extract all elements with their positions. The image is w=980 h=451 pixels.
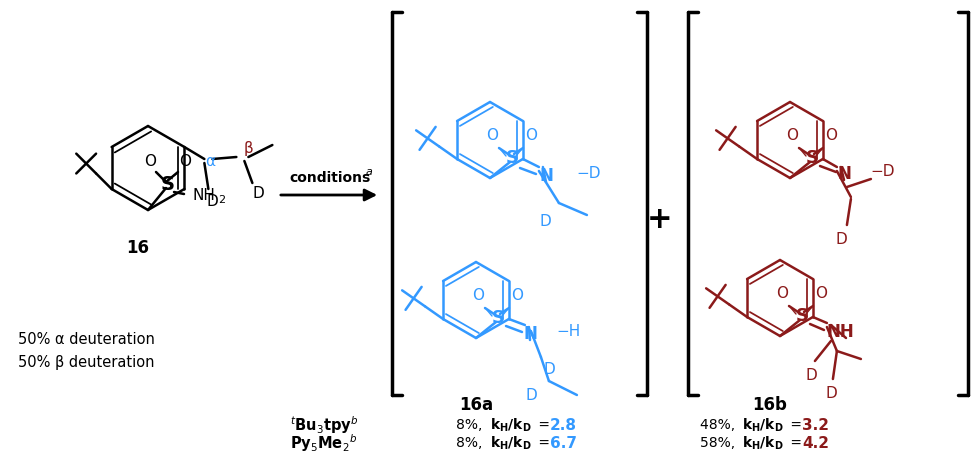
Text: 16: 16 (126, 239, 150, 257)
Text: O: O (144, 155, 156, 170)
Text: NH: NH (826, 323, 854, 341)
Text: 6.7: 6.7 (550, 436, 577, 451)
Text: D: D (207, 193, 219, 208)
Text: O: O (472, 289, 484, 304)
Text: S: S (492, 309, 505, 327)
Text: 58%,: 58%, (700, 436, 744, 450)
Text: conditions: conditions (289, 171, 370, 185)
Text: S: S (506, 149, 518, 167)
Text: 2: 2 (219, 195, 225, 205)
Text: O: O (815, 286, 827, 302)
Text: α: α (206, 153, 216, 169)
Text: =: = (534, 436, 555, 450)
Text: S: S (796, 307, 808, 325)
Text: $\mathbf{k_H/k_D}$: $\mathbf{k_H/k_D}$ (742, 434, 784, 451)
Text: O: O (825, 129, 837, 143)
Text: 16a: 16a (459, 396, 493, 414)
Text: 8%,: 8%, (456, 436, 491, 450)
Text: D: D (525, 387, 537, 402)
Text: −D: −D (576, 166, 601, 181)
Text: =: = (534, 418, 555, 432)
Text: −D: −D (870, 165, 895, 179)
Text: β: β (243, 142, 253, 156)
Text: S: S (161, 175, 175, 193)
Text: $\mathbf{k_H/k_D}$: $\mathbf{k_H/k_D}$ (490, 416, 532, 434)
Text: =: = (786, 418, 807, 432)
Text: $\mathbf{k_H/k_D}$: $\mathbf{k_H/k_D}$ (490, 434, 532, 451)
Text: S: S (806, 149, 818, 167)
Text: O: O (511, 289, 523, 304)
Text: 50% α deuteration: 50% α deuteration (18, 332, 155, 348)
Text: O: O (786, 129, 798, 143)
Text: D: D (539, 213, 551, 229)
Text: 2.8: 2.8 (550, 418, 577, 433)
Text: NH: NH (192, 189, 216, 203)
Text: $^{t}$Bu$_3$tpy$^b$: $^{t}$Bu$_3$tpy$^b$ (290, 414, 359, 436)
Text: D: D (825, 386, 837, 400)
Text: 8%,: 8%, (456, 418, 491, 432)
Text: −H: −H (556, 325, 580, 340)
Text: D: D (253, 185, 265, 201)
Text: N: N (837, 165, 851, 183)
Text: N: N (539, 167, 553, 185)
Text: $\mathbf{k_H/k_D}$: $\mathbf{k_H/k_D}$ (742, 416, 784, 434)
Text: Py$_5$Me$_2$$^b$: Py$_5$Me$_2$$^b$ (290, 432, 357, 451)
Text: +: + (647, 206, 673, 235)
Text: O: O (486, 129, 498, 143)
Text: 16b: 16b (753, 396, 788, 414)
Text: =: = (786, 436, 807, 450)
Text: D: D (835, 231, 847, 247)
Text: O: O (776, 286, 788, 302)
Text: 4.2: 4.2 (802, 436, 829, 451)
Text: 3.2: 3.2 (802, 418, 829, 433)
Text: a: a (366, 167, 372, 177)
Text: 50% β deuteration: 50% β deuteration (18, 354, 155, 369)
Text: N: N (523, 325, 537, 343)
Text: O: O (525, 129, 537, 143)
Text: D: D (543, 362, 555, 377)
Text: D: D (805, 368, 816, 382)
Text: O: O (179, 155, 191, 170)
Text: 48%,: 48%, (700, 418, 744, 432)
